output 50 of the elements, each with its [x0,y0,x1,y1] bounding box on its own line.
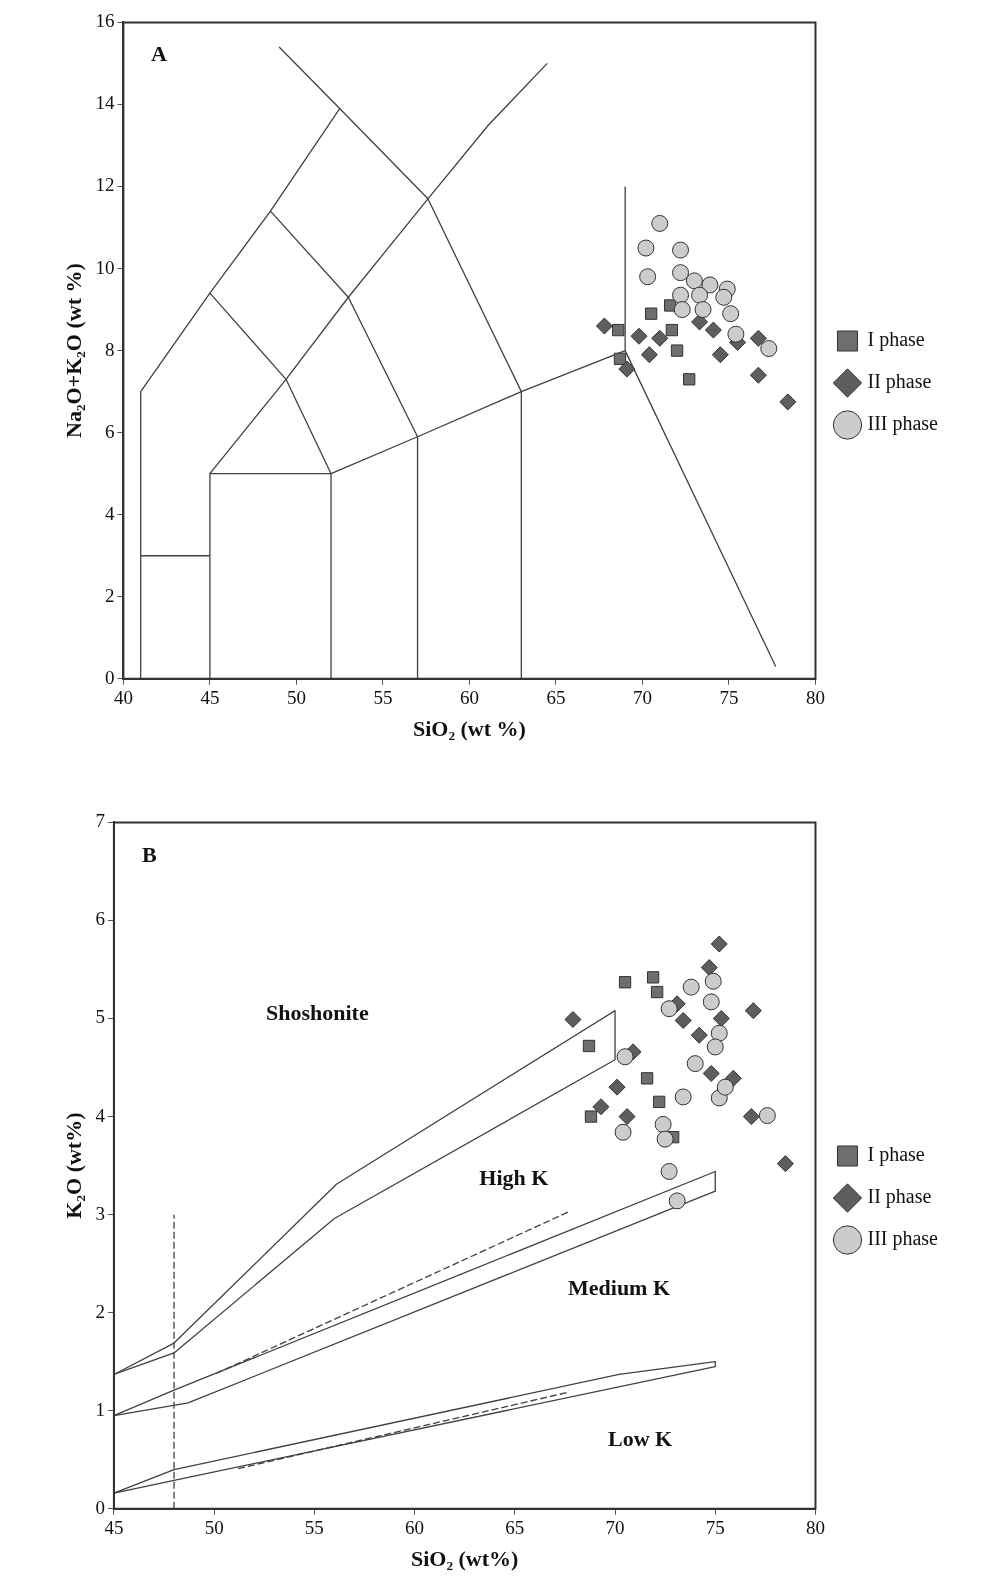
x-tick-label: 80 [805,1517,825,1539]
x-tick-label: 60 [405,1517,425,1539]
y-tick-label: 1 [95,1398,105,1420]
x-tick-label: 40 [113,687,133,709]
x-tick-label: 50 [204,1517,224,1539]
annotation: High K [479,1165,549,1191]
x-tick-label: 65 [546,687,566,709]
y-tick-label: 14 [95,92,115,114]
x-tick-label: 75 [719,687,739,709]
x-tick-label: 70 [632,687,652,709]
annotation: A [151,40,168,66]
y-tick-label: 4 [104,502,115,524]
y-tick-label: 16 [95,10,115,32]
x-tick-label: 70 [605,1517,625,1539]
x-tick-label: 55 [373,687,393,709]
x-tick-label: 50 [286,687,306,709]
y-tick-label: 12 [95,174,115,196]
y-tick-label: 7 [95,810,105,832]
y-tick-label: 0 [95,1496,105,1518]
legend-label: III phase [867,412,939,436]
x-tick-label: 75 [705,1517,725,1539]
y-tick-label: 6 [104,420,115,442]
x-tick-label: 65 [505,1517,525,1539]
y-tick-label: 5 [95,1006,105,1028]
x-tick-label: 80 [805,687,825,709]
y-axis-title: Na₂O+K₂O (wt %) [60,263,86,439]
x-tick-label: 55 [304,1517,324,1539]
annotation: Shoshonite [266,1000,369,1026]
y-tick-label: 8 [104,338,115,360]
y-tick-label: 0 [104,666,115,688]
legend-label: I phase [867,1143,925,1167]
y-axis-title: K₂O (wt%) [60,1112,86,1219]
legend-label: I phase [867,328,925,352]
y-tick-label: 6 [95,908,105,930]
y-tick-label: 10 [95,256,115,278]
y-tick-label: 4 [95,1104,106,1126]
annotation: Low K [607,1425,673,1451]
y-tick-label: 2 [104,584,115,606]
x-tick-label: 45 [200,687,220,709]
y-tick-label: 3 [95,1202,105,1224]
annotation: B [141,842,157,868]
x-axis-title: SiO₂ (wt%) [410,1546,519,1572]
y-tick-label: 2 [95,1300,105,1322]
x-tick-label: 45 [104,1517,124,1539]
legend-label: II phase [867,370,932,394]
legend-label: II phase [867,1185,932,1209]
x-axis-title: SiO₂ (wt %) [412,716,526,742]
annotation: Medium K [568,1274,671,1300]
x-tick-label: 60 [459,687,479,709]
legend-label: III phase [867,1227,939,1251]
